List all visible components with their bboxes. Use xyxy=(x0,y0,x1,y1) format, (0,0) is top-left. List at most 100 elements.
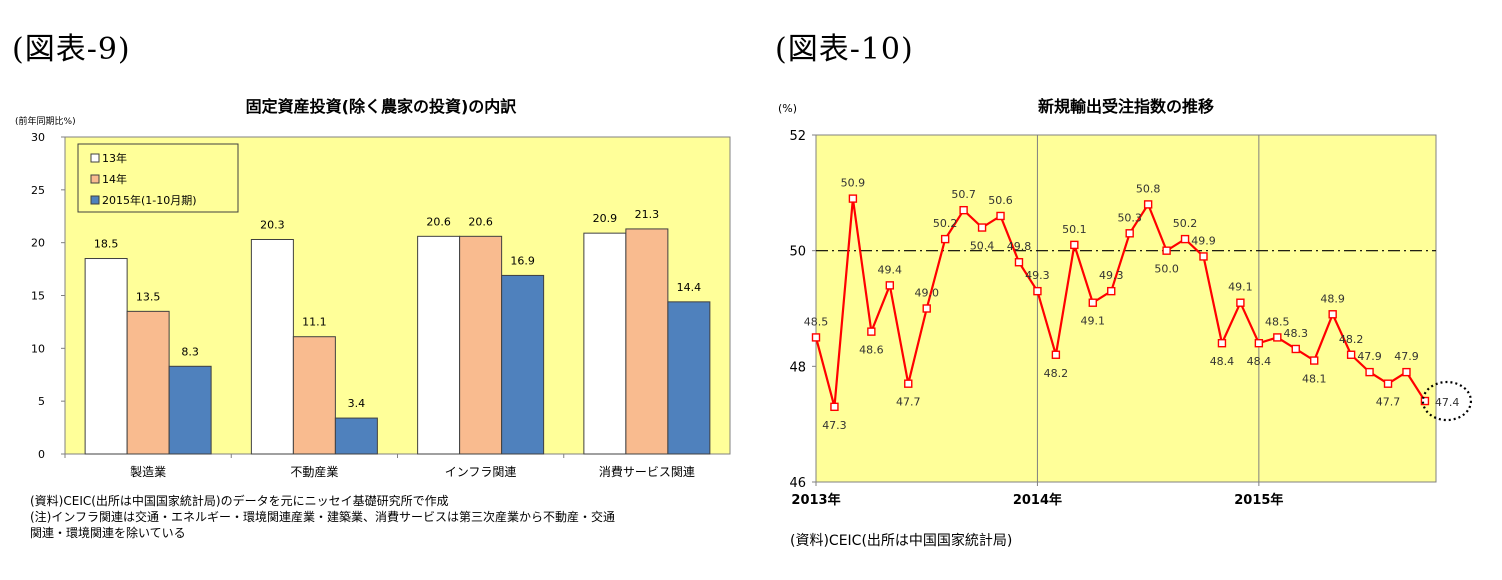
bar xyxy=(583,232,627,455)
data-label: 50.7 xyxy=(951,188,976,201)
bar xyxy=(417,235,461,455)
data-label: 50.3 xyxy=(1117,211,1142,224)
line-chart-x-tick-label: 2013年 xyxy=(791,492,840,508)
bar-chart-category-label: 製造業 xyxy=(130,465,166,479)
line-chart-source-note: (資料)CEIC(出所は中国国家統計局) xyxy=(790,533,1013,549)
data-label: 49.3 xyxy=(1099,269,1124,282)
bar xyxy=(334,417,378,455)
data-label: 50.0 xyxy=(1154,263,1179,276)
bar-chart-title: 固定資産投資(除く農家の投資)の内訳 xyxy=(246,97,518,116)
data-point xyxy=(1383,379,1393,388)
data-point xyxy=(940,234,950,244)
data-point xyxy=(1217,338,1227,348)
data-point xyxy=(1180,234,1190,244)
bar-data-label: 14.4 xyxy=(677,281,702,294)
data-label: 47.7 xyxy=(1376,396,1401,409)
data-label: 50.1 xyxy=(1062,223,1087,236)
line-chart-y-tick-label: 46 xyxy=(789,476,806,491)
bar-chart: 固定資産投資(除く農家の投資)の内訳 (前年同期比%) 0 5 10 15 20 25 30 18… xyxy=(15,97,731,479)
bar-data-label: 8.3 xyxy=(181,345,199,358)
bar-data-label: 20.9 xyxy=(593,212,618,225)
data-point xyxy=(1310,356,1319,365)
data-label: 49.1 xyxy=(1081,315,1106,328)
data-label: 48.4 xyxy=(1210,355,1235,368)
data-label: 47.9 xyxy=(1357,350,1382,363)
legend-swatch xyxy=(90,195,100,205)
data-point xyxy=(1199,252,1208,261)
legend-swatch xyxy=(90,174,100,184)
data-point xyxy=(811,333,821,342)
bar-data-label: 13.5 xyxy=(136,290,161,303)
bar-chart-source-note: (資料)CEIC(出所は中国国家統計局)のデータを元にニッセイ基礎研究所で作成 xyxy=(30,494,449,508)
data-label: 50.2 xyxy=(933,217,958,230)
legend-label: 2015年(1-10月期) xyxy=(102,193,197,207)
line-chart-y-tick-label: 48 xyxy=(789,360,806,375)
data-label: 50.4 xyxy=(970,240,995,253)
data-point xyxy=(830,402,839,412)
bar-chart-note-line-2: 関連・環境関連を除いている xyxy=(30,526,186,540)
line-chart: 新規輸出受注指数の推移 (%) 46 48 50 52 2013年 2014年 2015年 48.… xyxy=(778,97,1473,508)
data-point xyxy=(1420,396,1430,406)
bar-chart-category-label: インフラ関連 xyxy=(445,465,517,479)
legend-label: 14年 xyxy=(102,172,127,186)
line-chart-x-tick-label: 2014年 xyxy=(1013,492,1062,508)
data-point xyxy=(1125,229,1134,238)
data-label: 49.9 xyxy=(1191,234,1216,247)
data-label: 48.3 xyxy=(1284,327,1309,340)
data-point xyxy=(1273,333,1282,342)
bar-data-label: 3.4 xyxy=(348,397,366,410)
series-line xyxy=(814,198,1426,408)
data-label: 49.8 xyxy=(1007,240,1032,253)
data-label: 48.6 xyxy=(859,344,884,357)
data-label: 49.4 xyxy=(878,263,903,276)
bar-chart-note-line-1: (注)インフラ関連は交通・エネルギー・環境関連産業・建築業、消費サービスは第三次… xyxy=(30,510,616,524)
data-label: 48.5 xyxy=(1265,315,1290,328)
data-point xyxy=(1107,286,1116,296)
data-point xyxy=(904,379,913,388)
data-point xyxy=(1402,367,1411,377)
bar-chart-category-label: 不動産業 xyxy=(290,464,338,479)
bar xyxy=(168,365,212,455)
data-label: 48.4 xyxy=(1247,355,1272,368)
bar-data-label: 11.1 xyxy=(302,316,327,329)
data-label: 49.1 xyxy=(1228,281,1253,294)
data-label: 47.7 xyxy=(896,396,921,409)
data-point xyxy=(1162,246,1171,255)
bar-chart-y-tick-label: 10 xyxy=(31,342,45,355)
bar-chart-category-label: 消費サービス関連 xyxy=(599,464,695,479)
data-label: 49.3 xyxy=(1025,269,1050,282)
line-chart-y-tick-label: 50 xyxy=(789,245,806,260)
data-point xyxy=(1328,310,1337,319)
data-label: 47.3 xyxy=(822,419,847,432)
bar-data-label: 20.3 xyxy=(260,218,285,231)
bar-chart-y-tick-label: 5 xyxy=(38,395,45,408)
bar xyxy=(501,274,545,455)
legend-label: 13年 xyxy=(102,151,127,165)
data-label: 47.9 xyxy=(1394,350,1419,363)
data-point xyxy=(1143,200,1153,209)
data-label: 48.5 xyxy=(804,315,829,328)
highlight-circle xyxy=(1421,380,1473,422)
data-label: 48.2 xyxy=(1044,367,1069,380)
data-point xyxy=(922,304,931,313)
data-point xyxy=(1254,338,1264,348)
data-point xyxy=(1051,350,1061,359)
bar xyxy=(126,310,170,455)
bar-chart-y-tick-label: 15 xyxy=(31,290,45,303)
bar xyxy=(84,258,128,455)
bar-data-label: 21.3 xyxy=(635,208,660,221)
data-point xyxy=(977,223,987,232)
data-label: 50.8 xyxy=(1136,182,1161,195)
data-label: 48.1 xyxy=(1302,373,1327,386)
line-chart-title: 新規輸出受注指数の推移 xyxy=(1038,97,1214,116)
bar-chart-y-tick-label: 30 xyxy=(31,131,45,144)
line-chart-plot-area xyxy=(815,134,1437,483)
data-point xyxy=(1088,298,1097,307)
data-point xyxy=(1014,258,1024,267)
bar xyxy=(250,238,294,455)
data-point xyxy=(1365,367,1374,377)
data-point xyxy=(1070,240,1079,250)
bar xyxy=(459,235,503,455)
data-point xyxy=(996,211,1005,221)
bar xyxy=(292,336,336,455)
